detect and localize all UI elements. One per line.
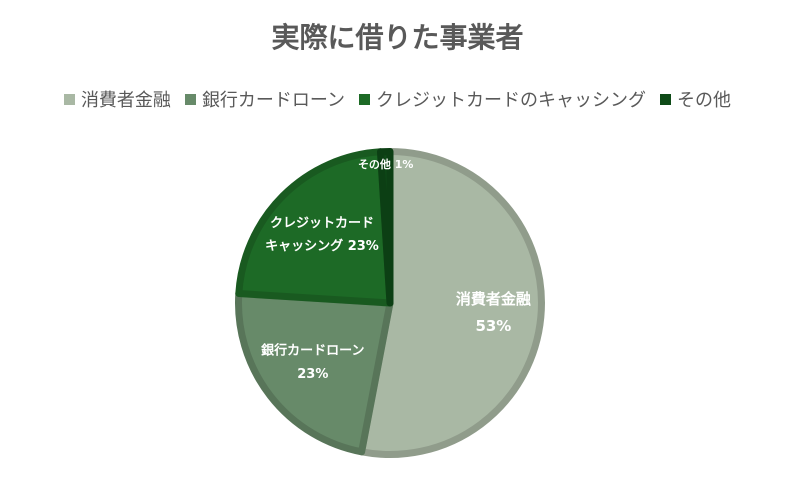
- pie-slice-consumer-finance: [358, 148, 545, 458]
- slice-label-consumer-finance-2: 53%: [475, 317, 511, 335]
- legend-item-credit-card-cashing: クレジットカードのキャッシング: [359, 86, 646, 112]
- slice-label-bank-card-loan-2: 23%: [297, 367, 328, 382]
- legend: 消費者金融 銀行カードローン クレジットカードのキャッシング その他: [0, 86, 795, 112]
- legend-label-other: その他: [677, 90, 732, 111]
- slice-label-consumer-finance-1: 消費者金融: [456, 290, 531, 308]
- legend-label-bank-card-loan: 銀行カードローン: [201, 90, 346, 111]
- legend-label-credit-card-cashing: クレジットカードのキャッシング: [376, 90, 647, 111]
- legend-swatch-credit-card-cashing: [359, 93, 371, 105]
- slice-label-credit-card-cashing-1: クレジットカード: [270, 216, 374, 231]
- chart-title: 実際に借りた事業者: [271, 21, 524, 54]
- legend-label-consumer-finance: 消費者金融: [80, 90, 171, 111]
- legend-swatch-consumer-finance: [63, 93, 75, 105]
- slice-label-other-1: その他 1%: [358, 157, 414, 171]
- legend-item-consumer-finance: 消費者金融: [63, 86, 171, 112]
- legend-swatch-other: [660, 93, 672, 105]
- pie-slice-bank-card-loan: [235, 289, 394, 456]
- legend-swatch-bank-card-loan: [184, 93, 196, 105]
- legend-item-bank-card-loan: 銀行カードローン: [184, 86, 346, 112]
- legend-item-other: その他: [660, 86, 731, 112]
- pie-slice-credit-card-cashing: [235, 148, 394, 307]
- slice-label-credit-card-cashing-2: キャッシング 23%: [265, 238, 379, 254]
- pie-slice-other: [376, 148, 394, 307]
- slice-label-bank-card-loan-1: 銀行カードローン: [261, 343, 364, 359]
